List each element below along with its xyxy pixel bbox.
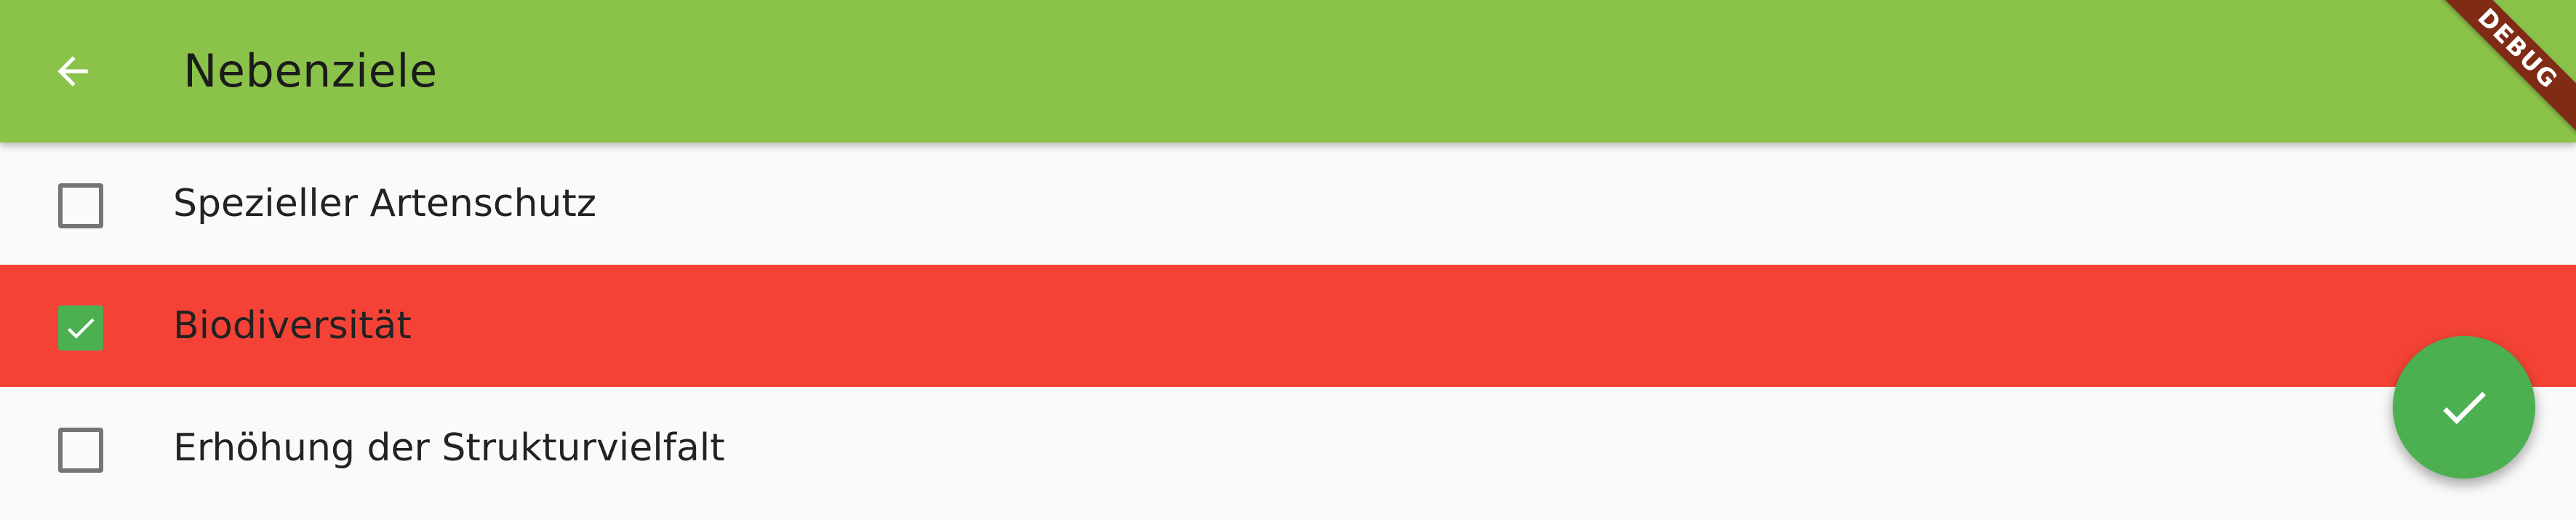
- list-item-spezieller-artenschutz[interactable]: Spezieller Artenschutz: [0, 143, 2576, 265]
- check-icon: [2443, 391, 2486, 425]
- checkbox-checked[interactable]: [58, 305, 103, 351]
- check-icon: [68, 318, 95, 339]
- confirm-fab-button[interactable]: [2393, 336, 2535, 479]
- list-item-biodiversitaet[interactable]: Biodiversität: [0, 265, 2576, 387]
- list-item-label: Spezieller Artenschutz: [173, 182, 597, 225]
- goal-list: Spezieller Artenschutz Biodiversität Erh…: [0, 143, 2576, 509]
- list-item-label: Biodiversität: [173, 304, 412, 348]
- checkbox[interactable]: [58, 428, 103, 473]
- page-title: Nebenziele: [183, 44, 438, 97]
- checkbox[interactable]: [58, 183, 103, 228]
- arrow-back-icon: [57, 56, 88, 87]
- back-button[interactable]: [29, 28, 116, 115]
- app-bar: Nebenziele: [0, 0, 2576, 143]
- list-item-erhoehung-der-strukturvielfalt[interactable]: Erhöhung der Strukturvielfalt: [0, 387, 2576, 509]
- list-item-label: Erhöhung der Strukturvielfalt: [173, 426, 725, 470]
